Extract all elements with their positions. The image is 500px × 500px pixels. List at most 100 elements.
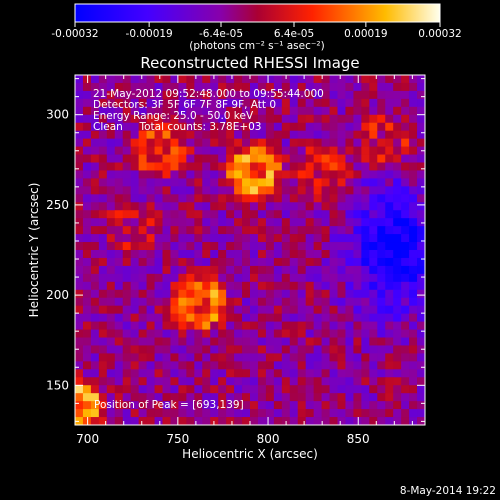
heatmap-cell [250,417,259,425]
heatmap-cell [289,234,299,243]
heatmap-cell [361,257,370,267]
heatmap-cell [297,138,307,147]
heatmap-cell [75,297,84,307]
heatmap-cell [82,321,92,330]
heatmap-cell [90,361,100,370]
heatmap-cell [122,178,132,187]
heatmap-cell [361,401,370,410]
heatmap-cell [361,353,370,362]
heatmap-cell [98,218,108,227]
heatmap-cell [122,122,132,132]
heatmap-cell [385,401,394,410]
heatmap-cell [353,210,362,219]
heatmap-cell [289,297,299,307]
heatmap-cell [210,146,219,155]
heatmap-cell [401,265,410,275]
heatmap-cell [329,265,338,275]
heatmap-cell [226,178,235,187]
heatmap-cell [329,281,338,291]
heatmap-cell [321,385,330,394]
heatmap-cell [75,154,84,163]
heatmap-cell [202,281,211,291]
heatmap-cell [122,385,132,394]
heatmap-cell [345,297,354,307]
heatmap-cell [250,186,259,195]
heatmap-cell [385,178,394,187]
heatmap-cell [297,337,307,346]
heatmap-cell [401,194,410,203]
heatmap-cell [369,226,378,235]
heatmap-cell [194,194,203,203]
heatmap-cell [353,281,362,291]
heatmap-cell [75,401,84,410]
heatmap-cell [218,250,227,259]
heatmap-cell [337,361,346,370]
heatmap-cell [321,218,330,227]
heatmap-cell [210,345,219,354]
heatmap-cell [337,98,346,108]
heatmap-cell [194,273,203,283]
heatmap-cell [75,393,84,402]
heatmap-cell [257,170,267,179]
heatmap-cell [385,265,394,275]
heatmap-cell [82,313,92,322]
heatmap-cell [98,297,108,307]
heatmap-cell [305,138,315,147]
heatmap-cell [273,257,283,267]
heatmap-cell [273,377,283,386]
heatmap-cell [202,385,211,394]
heatmap-cell [409,257,418,267]
heatmap-cell [417,250,425,259]
heatmap-cell [385,385,394,394]
colorbar-label: (photons cm⁻² s⁻¹ asec⁻²) [189,40,324,52]
heatmap-cell [401,361,410,370]
heatmap-cell [186,385,195,394]
annotation-energy: Energy Range: 25.0 - 50.0 keV [93,110,254,122]
heatmap-cell [417,257,425,267]
heatmap-cell [385,90,394,100]
heatmap-cell [297,106,307,116]
heatmap-cell [401,273,410,283]
heatmap-cell [377,162,386,171]
heatmap-cell [122,305,132,315]
heatmap-cell [369,98,378,108]
heatmap-cell [226,409,235,418]
heatmap-cell [194,345,203,354]
heatmap-cell [401,82,410,92]
heatmap-cell [329,297,338,307]
heatmap-cell [234,353,243,362]
heatmap-cell [305,337,315,346]
heatmap-cell [265,242,275,251]
heatmap-cell [82,297,92,307]
heatmap-cell [154,98,163,108]
heatmap-cell [138,417,147,425]
heatmap-cell [313,297,322,307]
heatmap-cell [106,122,116,132]
heatmap-cell [234,289,243,299]
heatmap-cell [226,265,235,275]
heatmap-cell [409,345,418,354]
heatmap-cell [162,75,171,84]
heatmap-cell [250,345,259,354]
heatmap-cell [218,361,227,370]
heatmap-cell [170,106,179,116]
heatmap-cell [106,297,116,307]
heatmap-cell [353,417,362,425]
heatmap-cell [226,337,235,346]
heatmap-cell [122,210,132,219]
heatmap-cell [146,186,155,195]
heatmap-cell [114,138,124,147]
heatmap-cell [146,345,155,354]
heatmap-cell [90,98,100,108]
heatmap-cell [321,313,330,322]
heatmap-cell [154,377,163,386]
heatmap-cell [297,329,307,338]
heatmap-cell [250,337,259,346]
heatmap-cell [321,226,330,235]
heatmap-cell [313,162,322,171]
heatmap-cell [138,257,147,267]
heatmap-cell [98,75,108,84]
heatmap-cell [194,329,203,338]
heatmap-cell [321,409,330,418]
heatmap-cell [345,361,354,370]
